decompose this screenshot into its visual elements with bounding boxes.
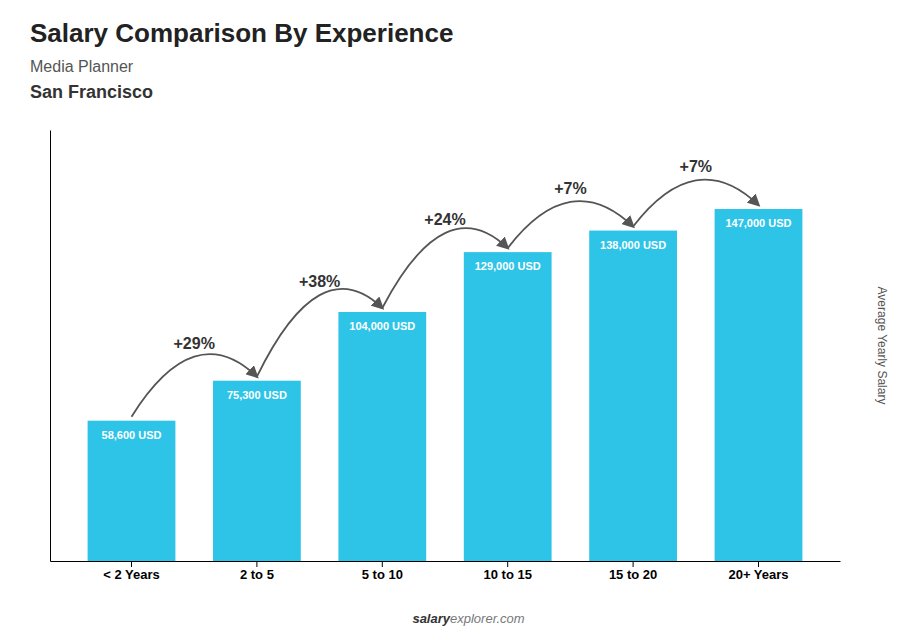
x-tick: < 2 Years: [103, 561, 160, 582]
x-tick-label: < 2 Years: [103, 567, 160, 582]
x-tick: 20+ Years: [728, 561, 788, 582]
annotation-arrow: [257, 289, 382, 377]
y-axis-line: [50, 131, 51, 562]
x-tick-label: 10 to 15: [483, 567, 531, 582]
y-axis-title: Average Yearly Salary: [875, 287, 889, 405]
bar: [464, 252, 552, 561]
data-label: 75,300 USD: [227, 389, 287, 401]
x-tick: 5 to 10: [362, 561, 403, 582]
bar: [213, 381, 301, 561]
x-tick-label: 15 to 20: [609, 567, 657, 582]
annotation: +7%: [554, 180, 586, 197]
data-label: 138,000 USD: [600, 239, 666, 251]
plot-area: < 2 Years 2 to 5 5 to 10 10 to 15 15 to 20 20…: [51, 131, 841, 583]
x-tick: 10 to 15: [483, 561, 531, 582]
data-labels: 58,600 USD 75,300 USD 104,000 USD 129,000 U…: [102, 217, 792, 441]
x-tick: 2 to 5: [240, 561, 274, 582]
annotation: +38%: [299, 273, 340, 290]
x-axis: < 2 Years 2 to 5 5 to 10 10 to 15 15 to 20 20…: [51, 561, 841, 582]
x-tick-label: 20+ Years: [728, 567, 788, 582]
x-tick-mark: [633, 561, 634, 567]
bar: [338, 312, 426, 561]
subtitle: Media Planner: [30, 58, 134, 75]
bars: [88, 209, 803, 561]
x-tick-mark: [382, 561, 383, 567]
watermark: explorer.com: [450, 611, 525, 626]
data-label: 129,000 USD: [475, 260, 541, 272]
bar: [715, 209, 803, 561]
x-tick-mark: [131, 561, 132, 567]
x-tick-mark: [256, 561, 257, 567]
x-tick-label: 5 to 10: [362, 567, 403, 582]
subtitle: San Francisco: [30, 82, 153, 102]
data-label: 147,000 USD: [725, 217, 791, 229]
annotation-arrow: [633, 180, 758, 227]
watermark: salary: [412, 611, 450, 626]
bar: [589, 231, 677, 561]
x-tick-mark: [758, 561, 759, 567]
bar: [88, 421, 176, 561]
data-label: 58,600 USD: [102, 429, 162, 441]
annotation: +29%: [174, 335, 215, 352]
x-tick: 15 to 20: [609, 561, 657, 582]
annotation-arrow: [382, 228, 507, 308]
y-axis: [50, 131, 51, 562]
annotation-arrow: [508, 201, 633, 248]
annotation: +24%: [424, 211, 465, 228]
x-axis-line: [51, 561, 841, 562]
chart: Salary Comparison By Experience Media Pla…: [0, 0, 900, 641]
annotation: +7%: [680, 158, 712, 175]
data-label: 104,000 USD: [349, 320, 415, 332]
x-tick-mark: [507, 561, 508, 567]
x-tick-label: 2 to 5: [240, 567, 274, 582]
title: Salary Comparison By Experience: [30, 18, 453, 48]
annotation-arrow: [132, 354, 257, 416]
annotations: +29% +38% +24% +7% +7%: [132, 158, 759, 416]
